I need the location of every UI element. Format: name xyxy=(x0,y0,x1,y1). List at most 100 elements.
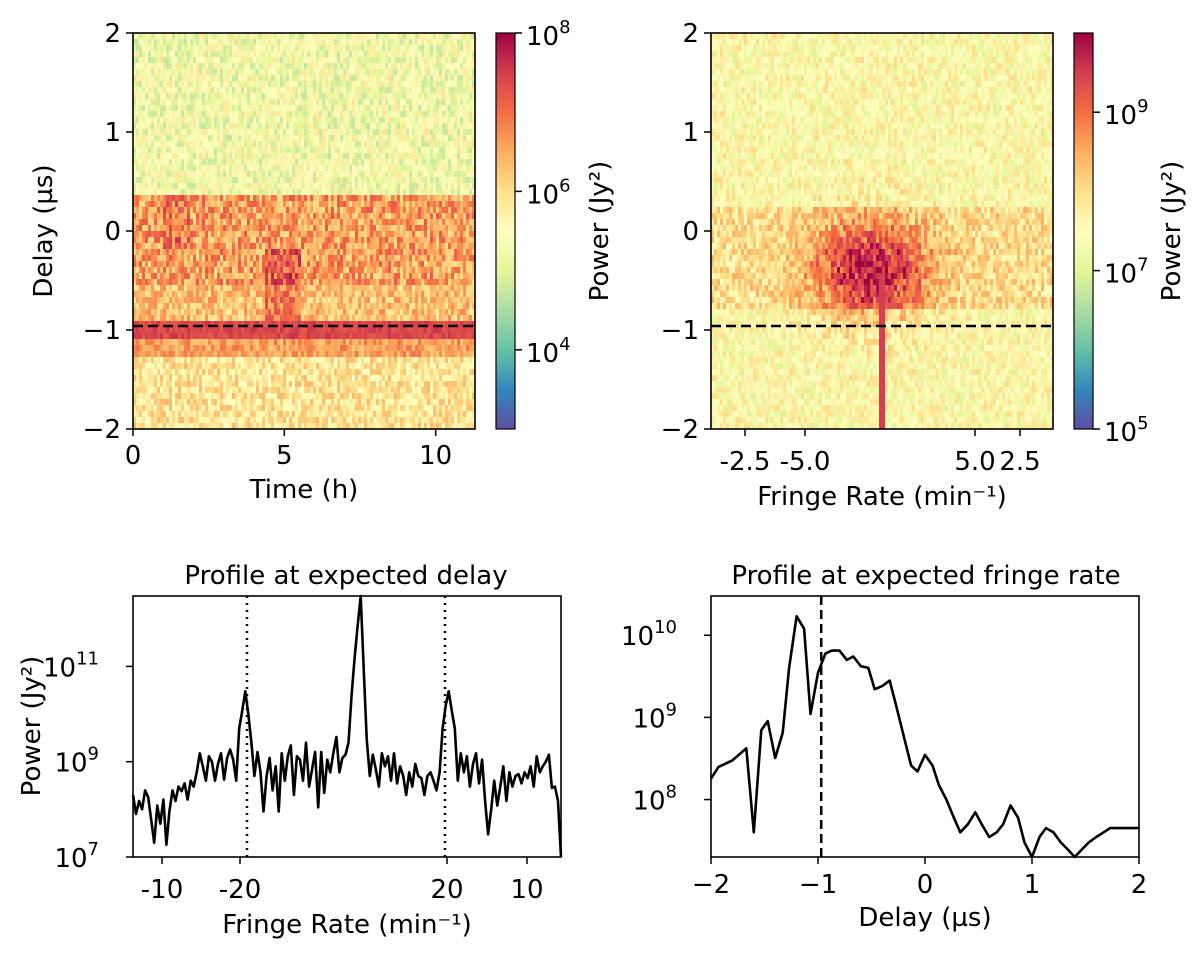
heatmap-cell xyxy=(451,99,455,106)
heatmap-cell xyxy=(301,57,305,64)
heatmap-cell xyxy=(466,225,470,232)
heatmap-cell xyxy=(178,171,182,178)
heatmap-cell xyxy=(418,57,422,64)
heatmap-cell xyxy=(271,171,275,178)
heatmap-cell xyxy=(376,141,380,148)
heatmap-cell xyxy=(424,153,428,160)
heatmap-cell xyxy=(412,45,416,52)
heatmap-cell xyxy=(169,225,173,232)
heatmap-cell xyxy=(301,45,305,52)
heatmap-cell xyxy=(472,273,476,280)
heatmap-cell xyxy=(307,147,311,154)
heatmap-cell xyxy=(214,225,218,232)
heatmap-cell xyxy=(202,225,206,232)
heatmap-cell xyxy=(400,261,404,268)
heatmap-cell xyxy=(337,225,341,232)
heatmap-cell xyxy=(376,81,380,88)
heatmap-cell xyxy=(136,279,140,286)
heatmap-cell xyxy=(202,111,206,118)
heatmap-cell xyxy=(217,177,221,184)
heatmap-cell xyxy=(346,123,350,130)
heatmap-cell xyxy=(262,129,266,136)
heatmap-cell xyxy=(154,153,158,160)
heatmap-cell xyxy=(322,291,326,298)
heatmap-cell xyxy=(388,39,392,46)
heatmap-cell xyxy=(142,87,146,94)
heatmap-cell xyxy=(439,171,443,178)
heatmap-cell xyxy=(208,243,212,250)
heatmap-cell xyxy=(235,189,239,196)
heatmap-cell xyxy=(370,255,374,262)
heatmap-cell xyxy=(427,243,431,250)
heatmap-cell xyxy=(310,135,314,142)
heatmap-cell xyxy=(154,51,158,58)
heatmap-cell xyxy=(304,117,308,124)
heatmap-cell xyxy=(268,255,272,262)
heatmap-cell xyxy=(202,63,206,70)
heatmap-cell xyxy=(319,57,323,64)
heatmap-cell xyxy=(394,291,398,298)
heatmap-cell xyxy=(346,267,350,274)
heatmap-cell xyxy=(193,129,197,136)
heatmap-cell xyxy=(466,165,470,172)
heatmap-cell xyxy=(256,111,260,118)
heatmap-cell xyxy=(235,87,239,94)
heatmap-cell xyxy=(268,219,272,226)
heatmap-cell xyxy=(133,189,137,196)
heatmap-cell xyxy=(187,141,191,148)
heatmap-cell xyxy=(166,183,170,190)
heatmap-cell xyxy=(292,255,296,262)
heatmap-cell xyxy=(262,147,266,154)
heatmap-cell xyxy=(331,93,335,100)
heatmap-cell xyxy=(199,171,203,178)
heatmap-cell xyxy=(145,123,149,130)
heatmap-cell xyxy=(427,99,431,106)
heatmap-cell xyxy=(451,33,455,40)
heatmap-cell xyxy=(451,207,455,214)
heatmap-cell xyxy=(259,165,263,172)
heatmap-cell xyxy=(286,207,290,214)
heatmap-cell xyxy=(433,183,437,190)
heatmap-cell xyxy=(343,207,347,214)
heatmap-cell xyxy=(457,147,461,154)
heatmap-cell xyxy=(472,81,476,88)
heatmap-cell xyxy=(181,261,185,268)
heatmap-cell xyxy=(169,33,173,40)
heatmap-cell xyxy=(244,231,248,238)
heatmap-cell xyxy=(202,261,206,268)
heatmap-cell xyxy=(148,291,152,298)
heatmap-cell xyxy=(472,231,476,238)
heatmap-cell xyxy=(322,153,326,160)
heatmap-cell xyxy=(202,243,206,250)
heatmap-cell xyxy=(181,213,185,220)
heatmap-cell xyxy=(280,249,284,256)
heatmap-cell xyxy=(448,105,452,112)
heatmap-cell xyxy=(424,51,428,58)
heatmap-cell xyxy=(463,285,467,292)
heatmap-cell xyxy=(271,249,275,256)
heatmap-cell xyxy=(298,153,302,160)
heatmap-cell xyxy=(226,165,230,172)
heatmap-cell xyxy=(370,171,374,178)
heatmap-cell xyxy=(289,285,293,292)
heatmap-cell xyxy=(247,141,251,148)
heatmap-cell xyxy=(274,147,278,154)
heatmap-cell xyxy=(286,135,290,142)
heatmap-cell xyxy=(226,45,230,52)
heatmap-cell xyxy=(280,261,284,268)
heatmap-cell xyxy=(445,171,449,178)
heatmap-cell xyxy=(385,81,389,88)
heatmap-cell xyxy=(298,45,302,52)
heatmap-cell xyxy=(370,231,374,238)
heatmap-cell xyxy=(328,123,332,130)
heatmap-cell xyxy=(226,225,230,232)
heatmap-cell xyxy=(304,171,308,178)
heatmap-cell xyxy=(205,81,209,88)
heatmap-cell xyxy=(433,171,437,178)
heatmap-cell xyxy=(310,171,314,178)
heatmap-cell xyxy=(427,171,431,178)
heatmap-cell xyxy=(178,183,182,190)
heatmap-cell xyxy=(355,135,359,142)
heatmap-cell xyxy=(187,105,191,112)
heatmap-cell xyxy=(244,57,248,64)
